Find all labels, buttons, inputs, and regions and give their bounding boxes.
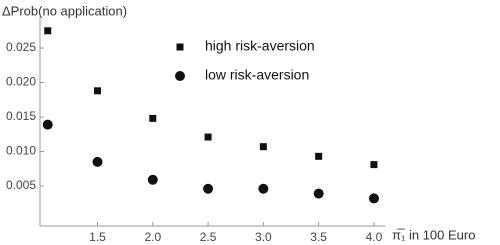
marker: [44, 27, 52, 35]
marker: [94, 87, 101, 95]
marker: [313, 188, 324, 199]
marker: [92, 156, 103, 167]
x-tick-label: 1.5: [89, 230, 106, 244]
marker: [315, 152, 323, 160]
y-tick-label: 0.015: [6, 109, 36, 123]
y-tick-label: 0.025: [6, 40, 36, 54]
legend-label: low risk-aversion: [205, 67, 309, 83]
marker: [42, 119, 53, 130]
legend-label: high risk-aversion: [205, 38, 315, 54]
marker: [204, 133, 212, 141]
x-axis-label: π̅₁ in 100 Euro: [392, 227, 475, 242]
marker: [258, 183, 269, 194]
y-tick-label: 0.005: [6, 178, 36, 192]
y-axis-label: ΔProb(no application): [2, 3, 127, 18]
x-tick-label: 3.0: [255, 230, 272, 244]
marker: [149, 114, 157, 122]
marker: [259, 143, 267, 151]
x-tick-label: 4.0: [366, 230, 383, 244]
marker: [370, 161, 378, 169]
y-tick-label: 0.010: [6, 144, 36, 158]
marker: [147, 174, 158, 185]
marker: [175, 71, 185, 81]
x-tick-label: 2.0: [144, 230, 161, 244]
marker: [368, 193, 379, 204]
marker: [176, 43, 184, 51]
marker: [203, 183, 214, 194]
x-tick-label: 3.5: [310, 230, 327, 244]
y-tick-label: 0.020: [6, 75, 36, 89]
x-tick-label: 2.5: [200, 230, 217, 244]
